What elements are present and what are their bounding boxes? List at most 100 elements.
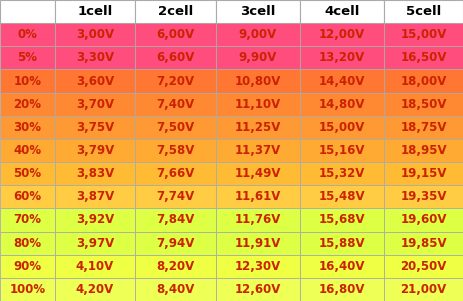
Text: 1cell: 1cell xyxy=(77,5,113,18)
Text: 5%: 5% xyxy=(17,51,38,64)
Bar xyxy=(135,93,216,116)
Bar xyxy=(55,0,135,23)
Bar xyxy=(216,185,300,208)
Text: 7,74V: 7,74V xyxy=(156,190,194,203)
Text: 6,00V: 6,00V xyxy=(156,28,194,41)
Text: 21,00V: 21,00V xyxy=(400,283,447,296)
Text: 16,50V: 16,50V xyxy=(400,51,447,64)
Text: 4cell: 4cell xyxy=(325,5,360,18)
Bar xyxy=(384,116,463,139)
Text: 11,10V: 11,10V xyxy=(235,98,281,111)
Bar xyxy=(216,231,300,255)
Text: 3,83V: 3,83V xyxy=(76,167,114,180)
Bar xyxy=(55,208,135,231)
Bar xyxy=(300,278,384,301)
Bar xyxy=(384,139,463,162)
Bar xyxy=(384,185,463,208)
Text: 4,10V: 4,10V xyxy=(76,260,114,273)
Text: 11,61V: 11,61V xyxy=(235,190,281,203)
Text: 18,75V: 18,75V xyxy=(400,121,447,134)
Text: 40%: 40% xyxy=(13,144,41,157)
Text: 16,40V: 16,40V xyxy=(319,260,365,273)
Bar xyxy=(135,162,216,185)
Bar xyxy=(135,116,216,139)
Text: 12,60V: 12,60V xyxy=(235,283,281,296)
Bar xyxy=(300,23,384,46)
Bar xyxy=(216,139,300,162)
Text: 11,37V: 11,37V xyxy=(235,144,281,157)
Text: 12,30V: 12,30V xyxy=(235,260,281,273)
Bar xyxy=(216,116,300,139)
Bar xyxy=(0,278,55,301)
Bar xyxy=(0,0,55,23)
Text: 20,50V: 20,50V xyxy=(400,260,447,273)
Bar xyxy=(384,255,463,278)
Bar xyxy=(384,70,463,93)
Text: 50%: 50% xyxy=(13,167,41,180)
Bar xyxy=(384,278,463,301)
Text: 7,58V: 7,58V xyxy=(156,144,194,157)
Text: 15,88V: 15,88V xyxy=(319,237,365,250)
Text: 9,90V: 9,90V xyxy=(239,51,277,64)
Text: 4,20V: 4,20V xyxy=(76,283,114,296)
Bar xyxy=(300,185,384,208)
Text: 70%: 70% xyxy=(13,213,41,226)
Text: 0%: 0% xyxy=(18,28,37,41)
Text: 3,00V: 3,00V xyxy=(76,28,114,41)
Bar xyxy=(135,231,216,255)
Bar xyxy=(300,70,384,93)
Bar xyxy=(216,278,300,301)
Text: 15,16V: 15,16V xyxy=(319,144,365,157)
Text: 3cell: 3cell xyxy=(240,5,275,18)
Bar xyxy=(55,46,135,70)
Bar xyxy=(0,46,55,70)
Bar xyxy=(300,139,384,162)
Text: 90%: 90% xyxy=(13,260,41,273)
Text: 16,80V: 16,80V xyxy=(319,283,365,296)
Text: 100%: 100% xyxy=(9,283,45,296)
Bar xyxy=(55,185,135,208)
Bar xyxy=(55,93,135,116)
Bar xyxy=(300,46,384,70)
Bar xyxy=(0,70,55,93)
Bar xyxy=(300,116,384,139)
Text: 3,60V: 3,60V xyxy=(76,75,114,88)
Text: 5cell: 5cell xyxy=(406,5,441,18)
Bar xyxy=(135,185,216,208)
Text: 19,15V: 19,15V xyxy=(400,167,447,180)
Bar xyxy=(135,255,216,278)
Text: 19,35V: 19,35V xyxy=(400,190,447,203)
Text: 3,75V: 3,75V xyxy=(76,121,114,134)
Text: 15,32V: 15,32V xyxy=(319,167,365,180)
Bar xyxy=(0,208,55,231)
Text: 2cell: 2cell xyxy=(158,5,193,18)
Text: 9,00V: 9,00V xyxy=(239,28,277,41)
Bar xyxy=(0,162,55,185)
Bar xyxy=(55,70,135,93)
Bar xyxy=(135,70,216,93)
Text: 7,50V: 7,50V xyxy=(156,121,194,134)
Bar xyxy=(135,139,216,162)
Bar xyxy=(216,255,300,278)
Text: 15,68V: 15,68V xyxy=(319,213,365,226)
Bar xyxy=(135,208,216,231)
Bar xyxy=(55,23,135,46)
Text: 18,50V: 18,50V xyxy=(400,98,447,111)
Bar xyxy=(55,255,135,278)
Bar xyxy=(300,255,384,278)
Bar xyxy=(216,46,300,70)
Text: 15,00V: 15,00V xyxy=(400,28,447,41)
Bar xyxy=(135,0,216,23)
Bar xyxy=(55,139,135,162)
Text: 3,97V: 3,97V xyxy=(76,237,114,250)
Text: 3,92V: 3,92V xyxy=(76,213,114,226)
Text: 11,25V: 11,25V xyxy=(235,121,281,134)
Bar xyxy=(300,93,384,116)
Text: 19,60V: 19,60V xyxy=(400,213,447,226)
Text: 7,84V: 7,84V xyxy=(156,213,194,226)
Bar xyxy=(216,70,300,93)
Bar xyxy=(135,278,216,301)
Text: 3,70V: 3,70V xyxy=(76,98,114,111)
Bar xyxy=(300,162,384,185)
Text: 7,94V: 7,94V xyxy=(156,237,194,250)
